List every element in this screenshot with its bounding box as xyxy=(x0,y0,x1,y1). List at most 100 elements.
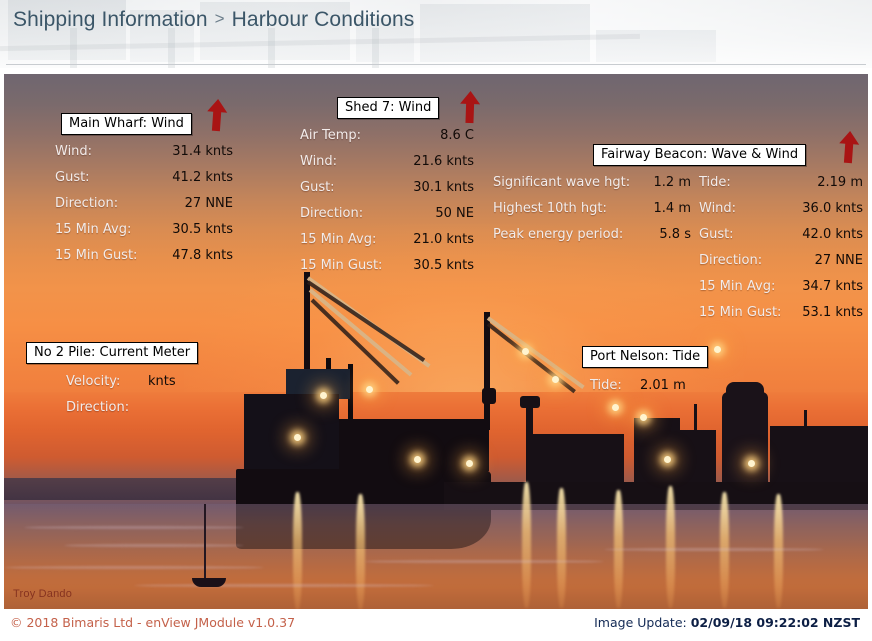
antenna xyxy=(804,410,807,434)
panel-title-fairway-beacon: Fairway Beacon: Wave & Wind xyxy=(593,144,807,166)
silo-cap xyxy=(726,382,764,394)
reading-row: Direction: 27 NNE xyxy=(699,253,863,279)
light-reflection xyxy=(557,488,566,608)
crane-cable xyxy=(486,346,489,390)
reading-value: 5.8 s xyxy=(659,227,691,242)
water-ripple xyxy=(134,584,434,587)
reading-value: 8.6 C xyxy=(440,128,474,143)
reading-row: Peak energy period: 5.8 s xyxy=(493,227,691,253)
reading-row: Wind: 36.0 knts xyxy=(699,201,863,227)
reading-label: Significant wave hgt: xyxy=(493,175,631,190)
reading-label: Gust: xyxy=(55,170,90,185)
reading-value: 30.1 knts xyxy=(413,180,474,195)
ship-deck-cargo xyxy=(339,419,489,471)
reading-label: Direction: xyxy=(300,206,364,221)
image-update-timestamp: 02/09/18 09:22:02 NZST xyxy=(690,615,860,630)
reading-label: Wind: xyxy=(55,144,93,159)
reading-value: 1.4 m xyxy=(653,201,691,216)
reading-label: Wind: xyxy=(699,201,737,216)
readings-columns-fairway: Significant wave hgt: 1.2 m Highest 10th… xyxy=(493,175,863,331)
breadcrumb: Shipping Information > Harbour Conditions xyxy=(13,8,414,32)
reading-label: Peak energy period: xyxy=(493,227,624,242)
ship-mast xyxy=(348,364,353,434)
port-mast xyxy=(526,404,533,482)
wind-direction-arrow-icon xyxy=(460,91,481,124)
reading-label: Wind: xyxy=(300,154,338,169)
readings-list-port-nelson: Tide: 2.01 m xyxy=(578,378,708,404)
reading-row: 15 Min Avg: 21.0 knts xyxy=(300,232,474,258)
header-bg-shape xyxy=(200,2,350,60)
light-reflection xyxy=(666,486,675,608)
wind-direction-arrow-icon xyxy=(839,131,860,164)
reading-value: 30.5 knts xyxy=(413,258,474,273)
light-reflection xyxy=(774,494,783,608)
reading-row: Gust: 41.2 knts xyxy=(55,170,233,196)
reading-row: Wind: 31.4 knts xyxy=(55,144,233,170)
reading-row: Tide: 2.19 m xyxy=(699,175,863,201)
dock-light xyxy=(714,346,721,353)
port-building xyxy=(676,430,716,482)
reading-row: Air Temp: 8.6 C xyxy=(300,128,474,154)
water-ripple xyxy=(4,566,264,569)
reading-row: 15 Min Gust: 47.8 knts xyxy=(55,248,233,274)
panel-title-no-2-pile: No 2 Pile: Current Meter xyxy=(26,342,199,364)
reading-row: Direction: 50 NE xyxy=(300,206,474,232)
readings-list-wave: Significant wave hgt: 1.2 m Highest 10th… xyxy=(493,175,691,331)
light-reflection xyxy=(356,494,365,609)
header-bg-shape xyxy=(8,0,126,60)
reading-label: 15 Min Gust: xyxy=(55,248,138,263)
reading-label: Direction: xyxy=(699,253,763,268)
panel-no-2-pile-current-meter: No 2 Pile: Current Meter Velocity: knts … xyxy=(26,341,224,426)
reading-value: 21.6 knts xyxy=(413,154,474,169)
crane-hook-load xyxy=(482,388,496,404)
footer-copyright: © 2018 Bimaris Ltd - enView JModule v1.0… xyxy=(10,615,296,630)
ship-light xyxy=(320,392,327,399)
crane-tower xyxy=(304,272,310,412)
reading-row: Gust: 30.1 knts xyxy=(300,180,474,206)
reading-value: 27 NNE xyxy=(184,196,233,211)
header-bg-shape xyxy=(130,10,194,62)
reading-label: 15 Min Avg: xyxy=(55,222,132,237)
reading-label: 15 Min Gust: xyxy=(699,305,782,320)
antenna xyxy=(694,404,697,434)
reading-label: 15 Min Gust: xyxy=(300,258,383,273)
reading-value: 30.5 knts xyxy=(172,222,233,237)
ship-light xyxy=(294,434,301,441)
reading-row: 15 Min Avg: 34.7 knts xyxy=(699,279,863,305)
reading-row: 15 Min Gust: 53.1 knts xyxy=(699,305,863,331)
yacht-mast xyxy=(204,504,206,582)
reading-row: 15 Min Avg: 30.5 knts xyxy=(55,222,233,248)
header-bg-shape xyxy=(420,4,590,62)
water-ripple xyxy=(364,560,604,563)
reading-row: Direction: xyxy=(26,400,224,426)
breadcrumb-root-link[interactable]: Shipping Information xyxy=(13,8,208,31)
water-ripple xyxy=(604,548,824,551)
water-ripple xyxy=(24,526,244,529)
panel-main-wharf-wind: Main Wharf: Wind Wind: 31.4 knts Gust: 4… xyxy=(55,112,233,274)
dock-light xyxy=(748,460,755,467)
light-reflection xyxy=(720,492,729,608)
reading-label: 15 Min Avg: xyxy=(300,232,377,247)
reading-value: 2.19 m xyxy=(817,175,863,190)
header-bg-shape xyxy=(268,28,275,68)
yacht-hull xyxy=(192,578,226,587)
dock-light xyxy=(612,404,619,411)
reading-row: Wind: 21.6 knts xyxy=(300,154,474,180)
header-bg-shape xyxy=(70,28,77,68)
breadcrumb-current-page: Harbour Conditions xyxy=(231,8,415,31)
reading-row: Tide: 2.01 m xyxy=(578,378,708,404)
reading-row: Highest 10th hgt: 1.4 m xyxy=(493,201,691,227)
water-ripple xyxy=(64,544,244,547)
ship-light xyxy=(414,456,421,463)
reading-value: 47.8 knts xyxy=(172,248,233,263)
panel-shed-7-wind: Shed 7: Wind Air Temp: 8.6 C Wind: 21.6 … xyxy=(300,96,474,284)
panel-title-port-nelson: Port Nelson: Tide xyxy=(582,346,709,368)
readings-list-tide-wind: Tide: 2.19 m Wind: 36.0 knts Gust: 42.0 … xyxy=(699,175,863,331)
reading-label: Air Temp: xyxy=(300,128,362,143)
reading-value: 50 NE xyxy=(435,206,474,221)
panel-title-main-wharf: Main Wharf: Wind xyxy=(61,113,192,135)
reading-label: Direction: xyxy=(66,400,130,415)
page-footer: © 2018 Bimaris Ltd - enView JModule v1.0… xyxy=(0,609,872,641)
reading-value: 31.4 knts xyxy=(172,144,233,159)
wind-direction-arrow-icon xyxy=(207,99,228,132)
